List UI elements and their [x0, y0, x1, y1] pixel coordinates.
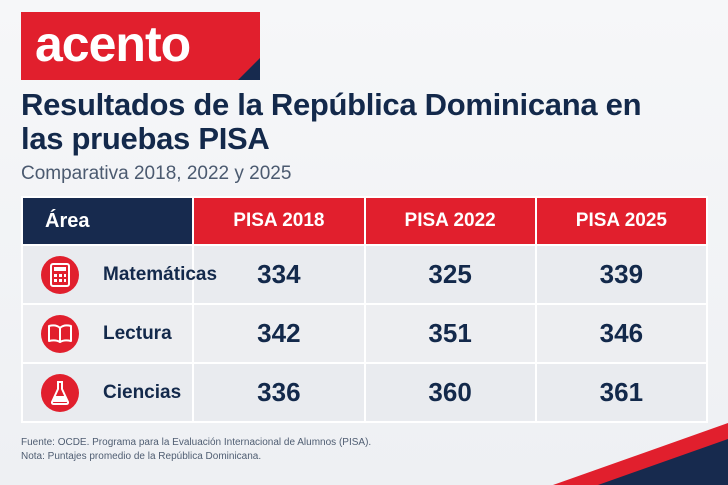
column-header-2025: PISA 2025 [534, 196, 709, 246]
score-2018: 336 [192, 362, 366, 423]
column-header-2018: PISA 2018 [192, 196, 366, 246]
table-row-lectura: Lectura 342 351 346 [20, 303, 709, 364]
area-label: Matemáticas [103, 263, 218, 285]
logo-text: acento [35, 16, 191, 72]
column-header-area: Área [20, 196, 195, 246]
score-2022: 351 [363, 303, 537, 364]
score-2025: 339 [534, 244, 709, 305]
corner-decoration [553, 419, 728, 485]
flask-icon [41, 373, 79, 412]
score-2018: 334 [192, 244, 366, 305]
area-label: Ciencias [103, 381, 182, 403]
source-note: Fuente: OCDE. Programa para la Evaluació… [21, 437, 372, 448]
corner-navy-stripe [598, 439, 728, 485]
book-icon [41, 314, 79, 353]
score-2018: 342 [192, 303, 366, 364]
acento-logo: acento [21, 12, 260, 80]
table-header-row: Área PISA 2018 PISA 2022 PISA 2025 [20, 196, 709, 246]
area-cell: Lectura [20, 303, 195, 364]
calculator-icon [41, 255, 79, 294]
page-subtitle: Comparativa 2018, 2022 y 2025 [21, 163, 292, 184]
page-title: Resultados de la República Dominicana en… [21, 87, 642, 156]
score-2025: 361 [534, 362, 709, 423]
table-row-matematicas: Matemáticas 334 325 339 [20, 244, 709, 305]
area-cell: Ciencias [20, 362, 195, 423]
area-cell: Matemáticas [20, 244, 217, 305]
score-2025: 346 [534, 303, 709, 364]
column-header-2022: PISA 2022 [363, 196, 537, 246]
pisa-results-table: Área PISA 2018 PISA 2022 PISA 2025 [20, 196, 709, 423]
note: Nota: Puntajes promedio de la República … [21, 451, 262, 462]
score-2022: 360 [363, 362, 537, 423]
area-label: Lectura [103, 322, 172, 344]
footnotes: Fuente: OCDE. Programa para la Evaluació… [21, 436, 521, 464]
score-2022: 325 [363, 244, 537, 305]
table-row-ciencias: Ciencias 336 360 361 [20, 362, 709, 423]
